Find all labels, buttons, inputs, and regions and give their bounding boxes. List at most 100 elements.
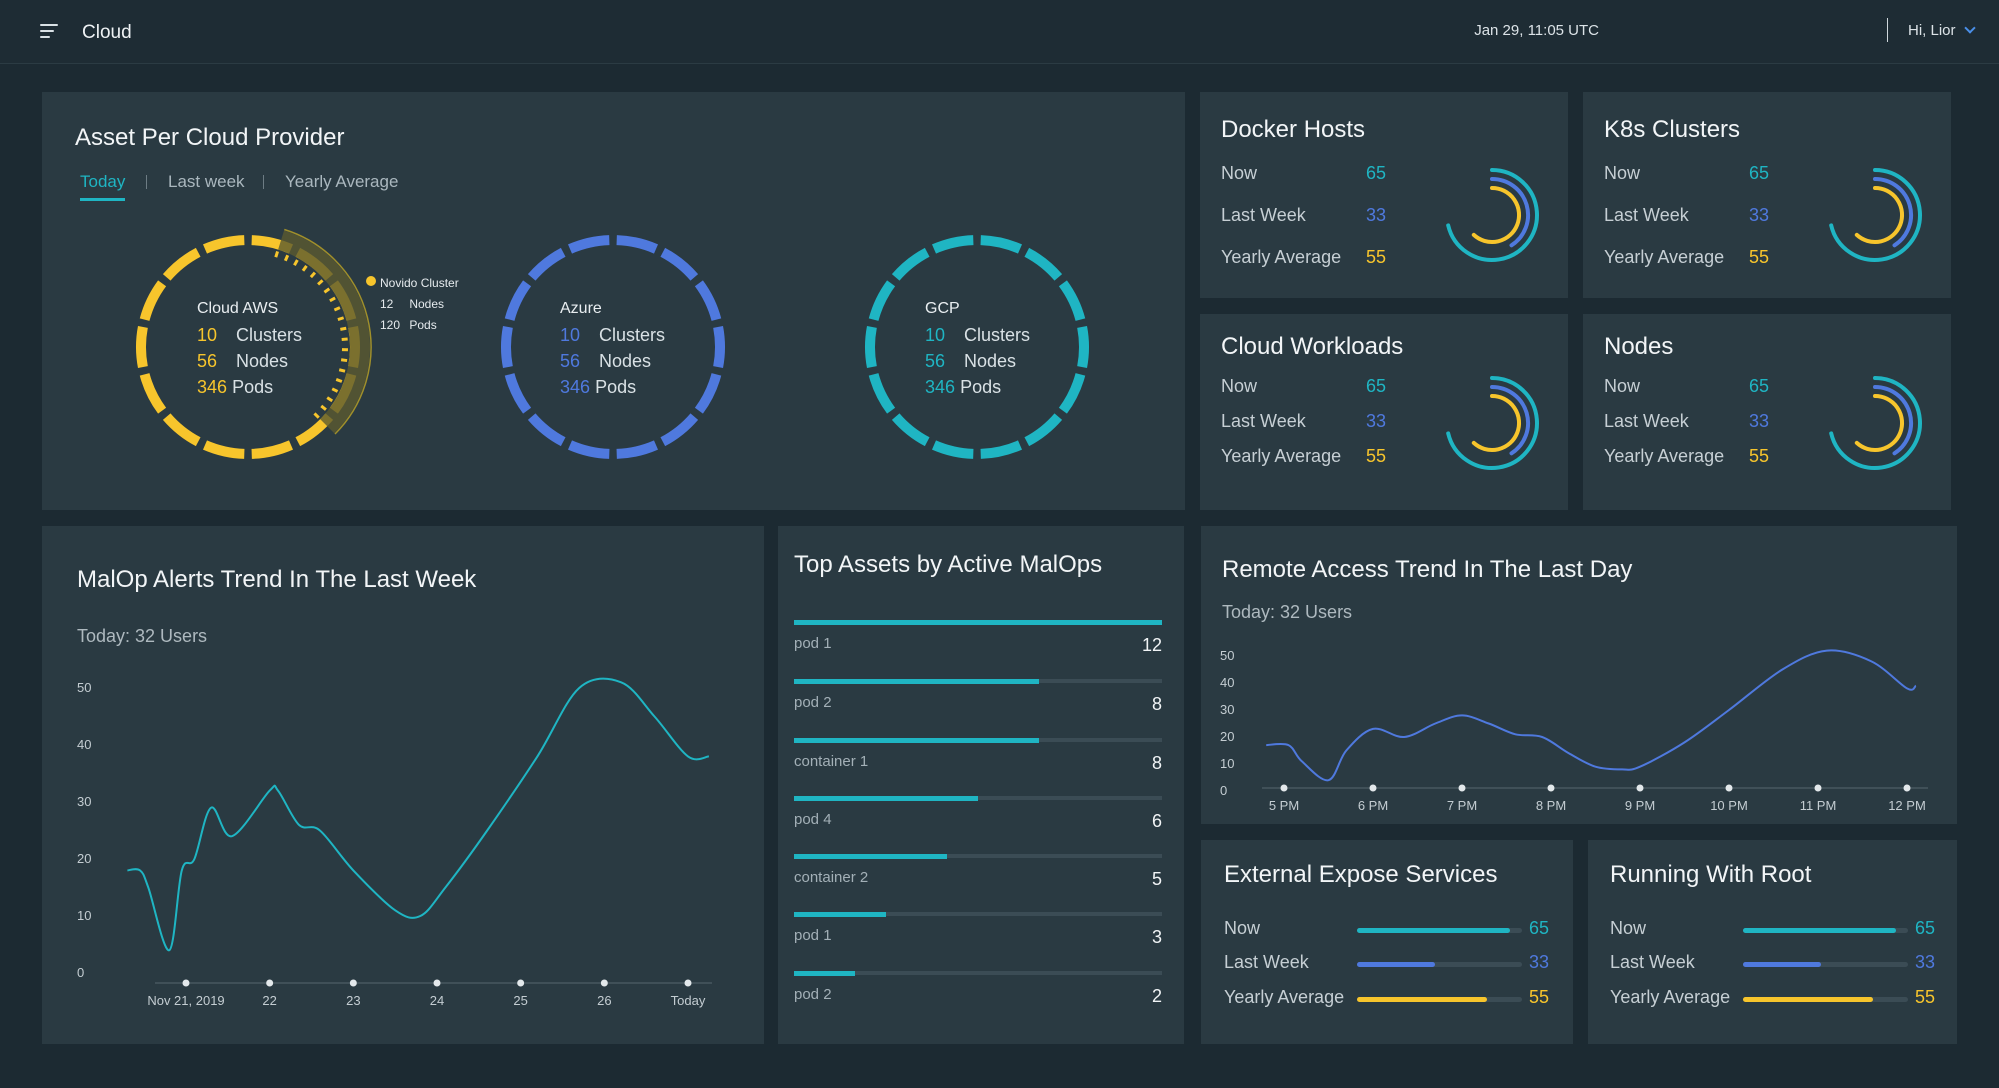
stat-value: 33 — [1366, 205, 1387, 225]
stat-label: Now — [1604, 376, 1641, 396]
bar-fill — [794, 679, 1040, 684]
stat-value: 55 — [1749, 446, 1770, 466]
bar-fill — [794, 971, 856, 976]
clusters-label: Clusters — [599, 325, 666, 345]
clusters-count: 10 — [560, 325, 581, 345]
bar-value: 33 — [1915, 952, 1936, 972]
nodes-count: 56 — [560, 351, 581, 371]
external-expose-card — [1201, 840, 1573, 1044]
nodes-label: Nodes — [964, 351, 1017, 371]
list-item[interactable]: pod 2 8 — [794, 679, 1162, 735]
bar-fill — [794, 796, 978, 801]
list-item[interactable]: pod 1 3 — [794, 912, 1162, 968]
bar-value: 55 — [1529, 987, 1550, 1007]
list-item[interactable]: pod 2 2 — [794, 971, 1162, 1027]
bar-track — [1357, 928, 1522, 933]
list-item[interactable]: pod 1 12 — [794, 620, 1162, 676]
stat-row-last-week: Last Week 33 — [1604, 411, 1769, 432]
bar-fill — [1743, 928, 1897, 933]
novido-cluster-callout[interactable]: Novido Cluster 12 Nodes 120 Pods — [380, 273, 459, 336]
asset-value: 5 — [1151, 869, 1162, 889]
asset-per-cloud-title: Asset Per Cloud Provider — [75, 124, 345, 151]
asset-value: 3 — [1151, 927, 1162, 947]
remote-access-title: Remote Access Trend In The Last Day — [1222, 556, 1633, 583]
top-assets-title: Top Assets by Active MalOps — [794, 551, 1103, 578]
bar-label: Yearly Average — [1224, 987, 1345, 1007]
pods-count: 346 — [197, 377, 228, 397]
asset-value: 6 — [1151, 811, 1162, 831]
nodes-label: Nodes — [236, 351, 289, 371]
stat-label: Yearly Average — [1604, 247, 1725, 267]
malop-trend-title: MalOp Alerts Trend In The Last Week — [77, 566, 477, 593]
user-greeting: Hi, Lior — [1908, 22, 1956, 39]
bar-fill — [1743, 997, 1873, 1002]
azure-summary[interactable]: Azure 10 Clusters 56 Nodes 346 Pods — [560, 296, 665, 400]
gcp-summary[interactable]: GCP 10 Clusters 56 Nodes 346 Pods — [925, 296, 1030, 400]
tab-today[interactable]: Today — [80, 172, 126, 201]
stat-row-yearly-average: Yearly Average 55 — [1221, 446, 1386, 467]
stat-value: 55 — [1366, 247, 1387, 267]
bar-label: Last Week — [1610, 952, 1695, 972]
stat-value: 65 — [1749, 163, 1770, 183]
provider-name: Azure — [560, 300, 602, 317]
bar-track — [794, 854, 1162, 858]
stat-label: Last Week — [1604, 411, 1689, 431]
cluster-name: Novido Cluster — [380, 276, 459, 290]
stat-label: Last Week — [1221, 205, 1306, 225]
bar-fill — [1357, 962, 1435, 967]
provider-name: GCP — [925, 300, 960, 317]
bar-row-last-week: Last Week 33 — [1224, 952, 1549, 976]
bar-row-yearly-average: Yearly Average 55 — [1224, 987, 1549, 1011]
malop-trend-subtitle: Today: 32 Users — [77, 626, 208, 646]
bar-label: Last Week — [1224, 952, 1309, 972]
pods-label: Pods — [960, 377, 1002, 397]
running-with-root-title: Running With Root — [1610, 861, 1812, 888]
aws-summary[interactable]: Cloud AWS 10 Clusters 56 Nodes 346 Pods — [197, 296, 302, 400]
asset-label: pod 2 — [794, 986, 832, 1003]
remote-access-subtitle: Today: 32 Users — [1222, 602, 1353, 622]
tab-last-week[interactable]: Last week — [168, 172, 245, 191]
pods-label: Pods — [232, 377, 274, 397]
bar-value: 55 — [1915, 987, 1936, 1007]
bar-label: Now — [1224, 918, 1261, 938]
list-item[interactable]: container 1 8 — [794, 738, 1162, 794]
stat-value: 55 — [1749, 247, 1770, 267]
cluster-nodes-label: Nodes — [409, 297, 445, 311]
stat-row-now: Now 65 — [1604, 163, 1769, 184]
stat-value: 33 — [1749, 205, 1770, 225]
nodes-count: 56 — [925, 351, 946, 371]
bar-value: 33 — [1529, 952, 1550, 972]
asset-label: container 1 — [794, 753, 869, 770]
stat-value: 33 — [1366, 411, 1387, 431]
bar-track — [1357, 962, 1522, 967]
list-item[interactable]: pod 4 6 — [794, 796, 1162, 852]
stat-label: Last Week — [1221, 411, 1306, 431]
stat-label: Now — [1221, 376, 1258, 396]
bar-track — [1743, 997, 1908, 1002]
cluster-nodes-count: 12 — [380, 297, 394, 311]
asset-value: 12 — [1141, 635, 1162, 655]
chevron-down-icon — [1963, 22, 1976, 34]
asset-label: pod 2 — [794, 694, 832, 711]
stat-row-last-week: Last Week 33 — [1221, 205, 1386, 226]
list-item[interactable]: container 2 5 — [794, 854, 1162, 910]
cloud-workloads-title: Cloud Workloads — [1221, 333, 1404, 360]
bar-row-last-week: Last Week 33 — [1610, 952, 1935, 976]
bar-fill — [794, 620, 1162, 625]
hamburger-menu-icon[interactable] — [40, 24, 60, 40]
clusters-count: 10 — [925, 325, 946, 345]
bar-label: Now — [1610, 918, 1647, 938]
bar-value: 65 — [1915, 918, 1936, 938]
clusters-label: Clusters — [236, 325, 303, 345]
external-expose-title: External Expose Services — [1224, 861, 1498, 888]
tab-yearly-average[interactable]: Yearly Average — [285, 172, 399, 191]
bar-track — [1357, 997, 1522, 1002]
header-divider — [1887, 18, 1888, 42]
current-datetime: Jan 29, 11:05 UTC — [1474, 22, 1599, 39]
stat-row-last-week: Last Week 33 — [1604, 205, 1769, 226]
bar-row-now: Now 65 — [1224, 918, 1549, 942]
cluster-pods-count: 120 — [380, 318, 401, 332]
tab-divider — [263, 175, 264, 189]
stat-row-yearly-average: Yearly Average 55 — [1604, 446, 1769, 467]
user-menu[interactable]: Hi, Lior — [1908, 22, 1976, 39]
